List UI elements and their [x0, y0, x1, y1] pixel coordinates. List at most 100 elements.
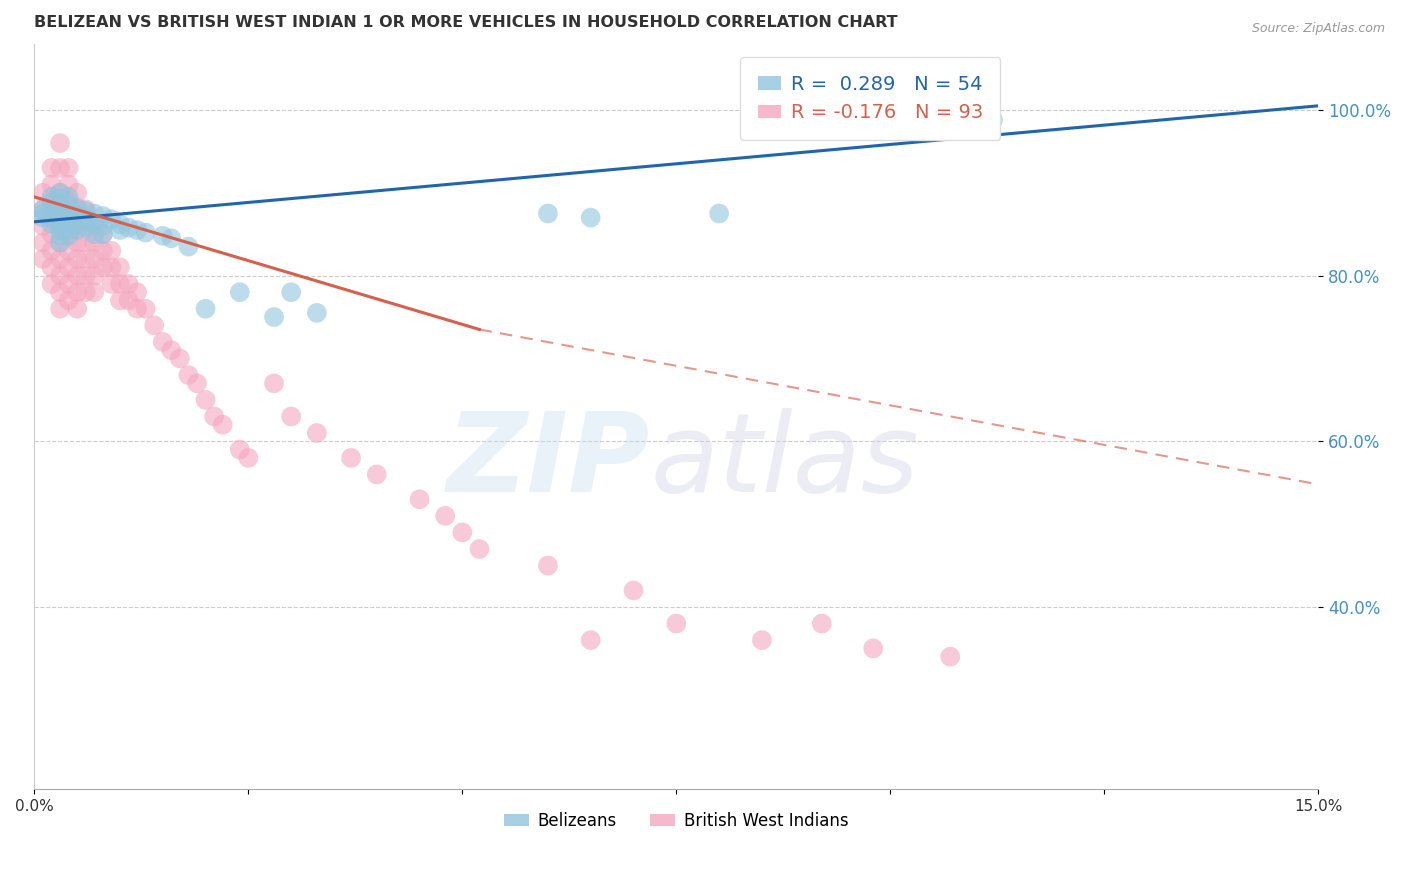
Point — [66, 235, 89, 250]
Point — [75, 219, 97, 233]
Point — [41, 277, 63, 291]
Point — [305, 425, 328, 440]
Point — [49, 136, 72, 150]
Point — [58, 206, 80, 220]
Point — [41, 161, 63, 175]
Point — [58, 260, 80, 275]
Point — [41, 204, 63, 219]
Point — [49, 301, 72, 316]
Point — [707, 206, 730, 220]
Point — [41, 178, 63, 192]
Point — [41, 217, 63, 231]
Point — [91, 260, 114, 275]
Point — [32, 186, 55, 200]
Point — [66, 186, 89, 200]
Point — [58, 227, 80, 242]
Point — [49, 219, 72, 233]
Point — [58, 215, 80, 229]
Point — [66, 285, 89, 300]
Point — [981, 112, 1004, 127]
Point — [58, 277, 80, 291]
Point — [451, 525, 474, 540]
Point — [434, 508, 457, 523]
Point — [58, 228, 80, 243]
Point — [127, 301, 149, 316]
Point — [66, 217, 89, 231]
Point — [160, 343, 183, 358]
Point — [49, 197, 72, 211]
Point — [75, 204, 97, 219]
Point — [32, 211, 55, 225]
Point — [579, 633, 602, 648]
Point — [152, 334, 174, 349]
Point — [108, 293, 131, 308]
Point — [41, 227, 63, 242]
Point — [32, 252, 55, 266]
Point — [623, 583, 645, 598]
Point — [202, 409, 225, 424]
Point — [83, 217, 105, 231]
Point — [41, 195, 63, 210]
Point — [160, 231, 183, 245]
Point — [41, 211, 63, 225]
Point — [108, 260, 131, 275]
Point — [108, 277, 131, 291]
Point — [862, 641, 884, 656]
Point — [263, 376, 285, 391]
Point — [100, 212, 122, 227]
Point — [66, 252, 89, 266]
Point — [75, 252, 97, 266]
Point — [49, 161, 72, 175]
Point — [75, 212, 97, 227]
Point — [579, 211, 602, 225]
Point — [58, 223, 80, 237]
Point — [537, 206, 560, 220]
Point — [41, 194, 63, 208]
Point — [135, 301, 157, 316]
Point — [75, 202, 97, 217]
Point — [49, 235, 72, 250]
Point — [41, 244, 63, 258]
Point — [408, 492, 430, 507]
Point — [49, 204, 72, 219]
Point — [32, 202, 55, 217]
Point — [49, 211, 72, 225]
Point — [91, 244, 114, 258]
Point — [58, 198, 80, 212]
Point — [135, 226, 157, 240]
Point — [66, 202, 89, 217]
Point — [340, 450, 363, 465]
Point — [186, 376, 208, 391]
Point — [229, 442, 252, 457]
Point — [58, 293, 80, 308]
Point — [49, 186, 72, 200]
Point — [280, 409, 302, 424]
Point — [468, 541, 491, 556]
Point — [127, 223, 149, 237]
Point — [108, 217, 131, 231]
Point — [117, 220, 139, 235]
Point — [177, 239, 200, 253]
Point — [238, 450, 260, 465]
Point — [263, 310, 285, 324]
Point — [75, 285, 97, 300]
Point — [58, 211, 80, 225]
Point — [58, 194, 80, 208]
Point — [83, 268, 105, 283]
Point — [58, 161, 80, 175]
Point — [49, 192, 72, 206]
Point — [91, 209, 114, 223]
Point — [177, 368, 200, 382]
Point — [280, 285, 302, 300]
Point — [49, 228, 72, 243]
Point — [83, 235, 105, 250]
Point — [108, 223, 131, 237]
Point — [152, 228, 174, 243]
Point — [100, 277, 122, 291]
Point — [83, 285, 105, 300]
Point — [811, 616, 834, 631]
Point — [194, 392, 217, 407]
Point — [751, 633, 773, 648]
Point — [66, 268, 89, 283]
Point — [83, 206, 105, 220]
